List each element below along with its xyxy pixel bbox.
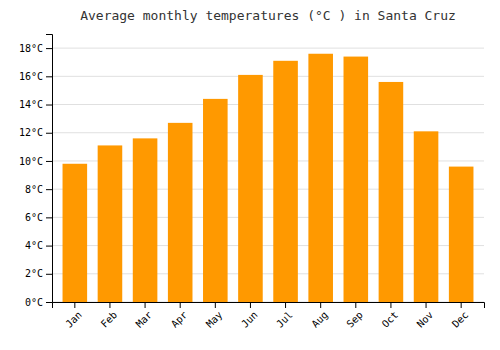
y-tick: 12°C — [19, 127, 52, 138]
bar — [63, 164, 88, 302]
y-tick-label: 14°C — [19, 99, 43, 110]
x-tick: Nov — [415, 302, 436, 330]
y-tick-label: 4°C — [25, 240, 43, 251]
x-tick: Aug — [309, 302, 330, 330]
x-tick-mark — [355, 302, 356, 308]
y-tick: 2°C — [25, 268, 52, 279]
x-tick: Oct — [380, 302, 401, 330]
y-tick: 0°C — [25, 297, 52, 308]
bar — [308, 54, 333, 302]
y-tick: 16°C — [19, 71, 52, 82]
x-tick-label: Jan — [63, 309, 84, 330]
grid — [52, 48, 484, 302]
grid-line — [52, 76, 484, 77]
x-tick: Apr — [169, 302, 190, 330]
x-axis-line — [53, 303, 485, 309]
x-tick-mark — [250, 302, 251, 308]
x-tick-mark — [390, 302, 391, 308]
x-tick-mark — [215, 302, 216, 308]
y-tick: 8°C — [25, 184, 52, 195]
x-tick-mark — [461, 302, 462, 308]
y-tick-label: 18°C — [19, 43, 43, 54]
y-tick: 6°C — [25, 212, 52, 223]
x-tick: May — [204, 302, 225, 330]
x-tick-mark — [145, 302, 146, 308]
x-tick-mark — [426, 302, 427, 308]
x-tick: Dec — [450, 302, 471, 330]
y-tick-label: 16°C — [19, 71, 43, 82]
y-tick-label: 2°C — [25, 268, 43, 279]
x-tick: Mar — [134, 302, 155, 330]
y-tick-mark — [46, 161, 52, 162]
x-axis: Jan Feb Mar Apr May Jun Jul Aug Sep Oct Nov Dec — [53, 302, 485, 330]
y-tick-label: 12°C — [19, 127, 43, 138]
x-tick: Feb — [99, 302, 120, 330]
y-tick: 4°C — [25, 240, 52, 251]
y-tick-mark — [46, 189, 52, 190]
x-tick-label: Jun — [239, 309, 260, 330]
chart: 0°C 2°C 4°C 6°C 8°C 10°C 12°C 14°C 16°C 18°C Jan Fe… — [0, 0, 500, 350]
y-tick-mark — [46, 76, 52, 77]
y-tick-label: 10°C — [19, 156, 43, 167]
y-tick-label: 8°C — [25, 184, 43, 195]
x-tick-mark — [320, 302, 321, 308]
x-tick: Sep — [344, 302, 365, 330]
y-tick-mark — [46, 302, 52, 303]
title: Average monthly temperatures (°C ) in Sa… — [80, 8, 456, 23]
bars — [63, 54, 474, 302]
bar — [168, 123, 193, 302]
y-axis-line — [46, 35, 53, 303]
bar — [379, 82, 404, 302]
x-tick-mark — [285, 302, 286, 308]
y-tick: 14°C — [19, 99, 52, 110]
bar — [414, 131, 439, 302]
bar — [98, 145, 123, 302]
x-tick-mark — [180, 302, 181, 308]
y-tick-mark — [46, 217, 52, 218]
bar — [273, 61, 298, 302]
x-tick-label: May — [204, 309, 225, 330]
x-tick-label: Jul — [274, 309, 295, 330]
x-tick-mark — [109, 302, 110, 308]
y-tick: 10°C — [19, 156, 52, 167]
x-tick: Jul — [274, 302, 295, 330]
bar — [238, 75, 263, 302]
bar — [344, 57, 369, 302]
x-tick-label: Oct — [380, 309, 401, 330]
plot: 0°C 2°C 4°C 6°C 8°C 10°C 12°C 14°C 16°C 18°C Jan Fe… — [19, 35, 485, 330]
x-tick-label: Feb — [99, 309, 120, 330]
y-tick-mark — [46, 274, 52, 275]
x-tick-label: Sep — [344, 309, 365, 330]
x-tick-label: Nov — [415, 309, 436, 330]
bar — [133, 138, 158, 302]
x-tick-label: Aug — [309, 309, 330, 330]
x-tick-label: Dec — [450, 309, 471, 330]
x-tick: Jan — [63, 302, 84, 330]
y-tick-mark — [46, 133, 52, 134]
y-tick-label: 0°C — [25, 297, 43, 308]
x-tick: Jun — [239, 302, 260, 330]
bar — [449, 167, 474, 302]
grid-line — [52, 48, 484, 49]
y-tick-label: 6°C — [25, 212, 43, 223]
grid-line — [52, 104, 484, 105]
x-tick-label: Mar — [134, 309, 155, 330]
y-tick-mark — [46, 246, 52, 247]
y-tick-mark — [46, 105, 52, 106]
y-axis: 0°C 2°C 4°C 6°C 8°C 10°C 12°C 14°C 16°C 18°C — [19, 35, 53, 308]
x-tick-label: Apr — [169, 309, 190, 330]
x-tick-mark — [74, 302, 75, 308]
y-tick: 18°C — [19, 43, 52, 54]
y-tick-mark — [46, 48, 52, 49]
bar — [203, 99, 228, 302]
